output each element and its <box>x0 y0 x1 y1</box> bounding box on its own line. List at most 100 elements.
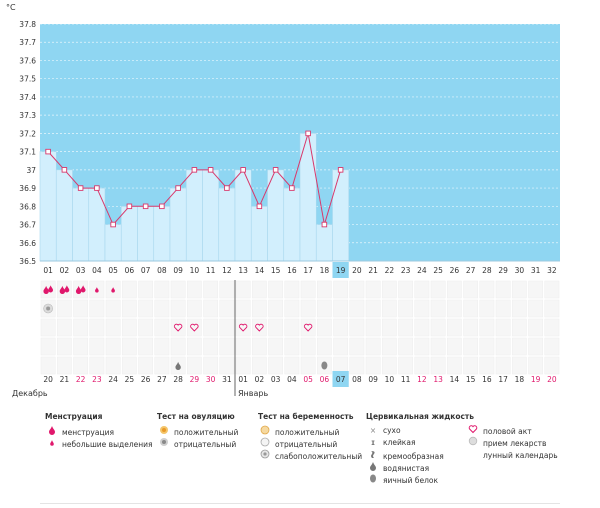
mark-cell <box>398 356 413 375</box>
mark-cell <box>317 318 332 337</box>
date-label: 11 <box>401 375 411 384</box>
mark-cell <box>300 337 316 356</box>
mark-cell <box>495 356 511 375</box>
mark-cell <box>382 280 397 299</box>
mark-cell <box>105 318 121 337</box>
temperature-point <box>191 167 198 173</box>
mark-cell <box>414 337 430 356</box>
mark-cell <box>170 299 186 318</box>
mark-cell <box>479 299 495 318</box>
y-tick-label: 36.8 <box>19 202 36 211</box>
intercourse-icon <box>255 323 264 332</box>
cycle-day-label: 30 <box>515 266 525 275</box>
mark-cell <box>544 337 560 356</box>
legend-ovulation-test: Тест на овуляцию положительный отрицател… <box>157 412 238 449</box>
y-tick-label: 36.7 <box>19 221 36 230</box>
y-tick-label: 37.7 <box>19 38 36 47</box>
cycle-day-label: 19 <box>336 266 346 275</box>
temperature-point <box>126 203 133 210</box>
legend-label: отрицательный <box>174 440 237 449</box>
mark-cell <box>544 356 560 375</box>
legend-label: положительный <box>275 428 340 437</box>
egg-white-icon <box>321 361 328 370</box>
y-tick-label: 37.2 <box>19 129 36 138</box>
cycle-day-label: 12 <box>222 266 232 275</box>
date-label: 19 <box>531 375 541 384</box>
mark-cell <box>528 356 543 375</box>
legend-item-pregnancy-negative: отрицательный <box>258 437 362 449</box>
medication-icon <box>466 436 480 450</box>
date-label: 08 <box>352 375 362 384</box>
mark-cell <box>138 280 153 299</box>
mark-cell <box>479 318 495 337</box>
mark-cell <box>73 299 88 318</box>
mark-cell <box>187 280 202 299</box>
mark-cell <box>528 318 543 337</box>
mark-cell <box>40 318 56 337</box>
menstruation-icon <box>75 285 82 294</box>
mark-cell <box>430 356 446 375</box>
pregnancy-negative-icon <box>258 437 272 451</box>
y-tick-label: 37.1 <box>19 148 36 157</box>
temperature-point <box>61 167 68 173</box>
mark-cell <box>382 318 397 337</box>
mark-cell <box>479 337 495 356</box>
mark-cell <box>203 356 218 375</box>
temperature-point <box>224 185 230 191</box>
menstruation-icon <box>59 285 66 294</box>
date-label: 06 <box>320 375 330 384</box>
mark-cell <box>414 299 430 318</box>
mark-cell <box>235 280 251 299</box>
legend-label: менструация <box>62 428 114 437</box>
cycle-day-label: 20 <box>352 266 362 275</box>
date-label: 28 <box>173 375 183 384</box>
cycle-day-label: 15 <box>271 266 281 275</box>
mark-cell <box>447 280 462 299</box>
mark-cell <box>398 337 413 356</box>
mark-cell <box>365 280 381 299</box>
day-bar <box>72 187 90 262</box>
date-label: 26 <box>141 375 151 384</box>
mark-cell <box>219 280 235 299</box>
mark-cell <box>73 337 88 356</box>
intercourse-icon <box>173 323 183 332</box>
cycle-day-label: 03 <box>76 266 86 275</box>
mark-cell <box>40 356 56 375</box>
mark-cell <box>447 337 462 356</box>
mark-cell <box>317 337 332 356</box>
mark-cell <box>57 318 72 337</box>
mark-cell <box>105 299 121 318</box>
date-label: 29 <box>190 375 200 384</box>
mark-cell <box>528 337 543 356</box>
mark-cell <box>268 356 283 375</box>
bottom-rule <box>40 503 560 504</box>
mark-cell <box>317 280 332 299</box>
cycle-day-label: 25 <box>433 266 443 275</box>
temperature-point <box>77 185 84 191</box>
date-label: 04 <box>287 375 297 384</box>
mark-cell <box>138 299 153 318</box>
mark-cell <box>268 280 283 299</box>
legend-item-menstruation: менструация <box>45 425 153 437</box>
y-tick-label: 36.5 <box>19 257 36 266</box>
mark-cell <box>235 356 251 375</box>
date-label: 25 <box>125 375 135 384</box>
mark-cell <box>154 299 170 318</box>
mark-cell <box>365 299 381 318</box>
legend-item-light-discharge: небольшие выделения <box>45 437 153 449</box>
mark-cell <box>89 299 105 318</box>
mark-cell <box>300 299 316 318</box>
mark-cell <box>268 318 283 337</box>
date-label: 18 <box>515 375 525 384</box>
mark-cell <box>122 356 137 375</box>
legend-label: слабоположительный <box>275 452 363 461</box>
mark-cell <box>333 318 348 337</box>
temperature-point <box>110 221 116 228</box>
mark-cell <box>57 337 72 356</box>
mark-cell <box>398 318 413 337</box>
mark-cell <box>463 337 478 356</box>
mark-cell <box>203 337 218 356</box>
mark-cell <box>73 356 88 375</box>
legend-title: Цервикальная жидкость <box>366 412 475 421</box>
mark-cell <box>170 318 186 337</box>
